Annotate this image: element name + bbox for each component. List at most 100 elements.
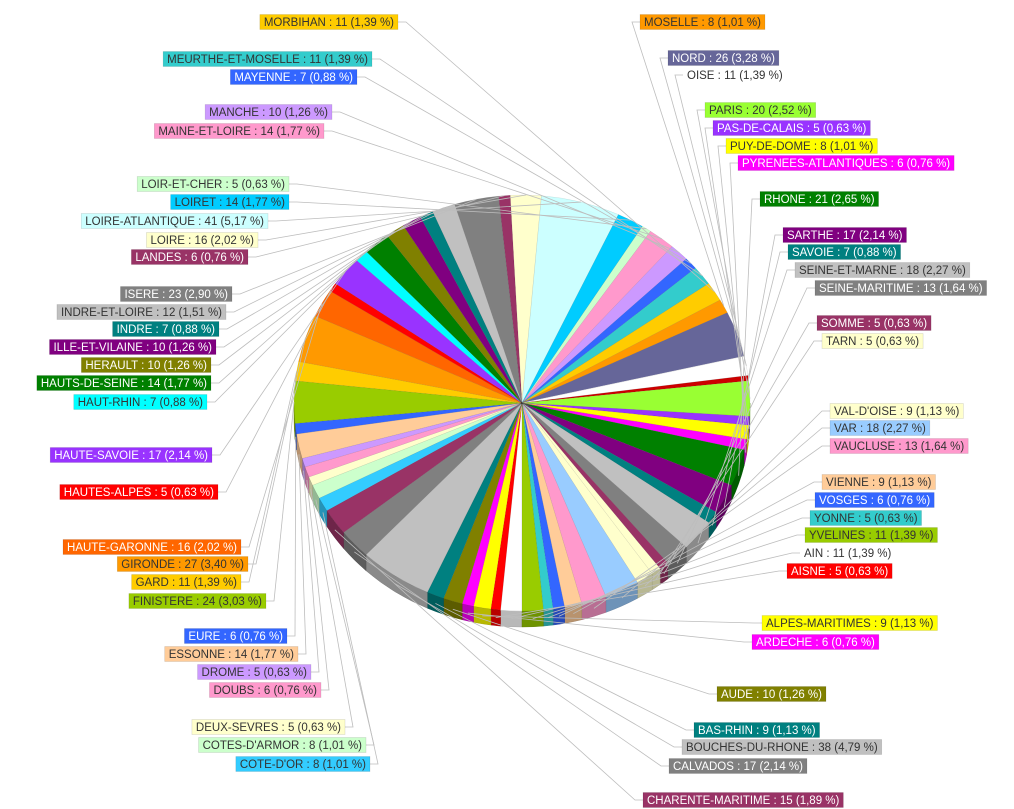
leader-line [322, 512, 379, 765]
leader-line [398, 21, 715, 292]
leader-line [216, 220, 412, 348]
slice-label-box [681, 739, 883, 755]
slice-label-box [164, 646, 299, 662]
slice-label-box [59, 484, 219, 500]
slice-label-box [667, 50, 780, 66]
slice-label: HAUTE-GARONNE : 16 (2,02 %) [67, 542, 237, 554]
slice-label: COTE-D'OR : 8 (1,01 %) [240, 759, 366, 771]
slice-label-box [259, 14, 399, 30]
slice-labels: AIN : 11 (1,39 %) AISNE : 5 (0,63 %) ALPES… [36, 14, 987, 808]
slice-label: AISNE : 5 (0,63 %) [791, 566, 888, 578]
slice-label-box [49, 339, 217, 355]
slice-label-box [198, 737, 367, 753]
slice-moselle [521, 299, 728, 404]
leader-line [723, 234, 783, 508]
slice-label-box [191, 719, 346, 735]
slice-label-box [81, 357, 212, 373]
slice-label: CHARENTE-MARITIME : 15 (1,89 %) [647, 795, 840, 807]
slice-label: GIRONDE : 27 (3,40 %) [121, 559, 244, 571]
slice-label: MOSELLE : 8 (1,01 %) [644, 17, 761, 29]
slice-label: ILLE-ET-VILAINE : 10 (1,26 %) [53, 342, 212, 354]
slice-label: MANCHE : 10 (1,26 %) [209, 107, 328, 119]
leader-line [207, 255, 362, 403]
slice-label-box [800, 545, 896, 561]
leader-lines [207, 21, 830, 801]
leader-line [467, 612, 752, 643]
leader-line [266, 402, 295, 602]
slice-label: DEUX-SEVRES : 5 (0,63 %) [196, 722, 341, 734]
slice-label-box [49, 447, 213, 463]
slice-label-box [804, 527, 938, 543]
slice-hautes-alpes [329, 283, 523, 404]
slice-label-box [642, 792, 844, 808]
leader-line [310, 489, 354, 728]
slice-label-box [716, 686, 827, 702]
slice-label-box [56, 304, 227, 320]
slice-label: TARN : 5 (0,63 %) [826, 336, 919, 348]
slice-label-box [146, 232, 259, 248]
leader-line [334, 529, 643, 801]
leader-line [593, 445, 830, 609]
leader-line [289, 201, 631, 221]
slice-label: MAINE-ET-LOIRE : 14 (1,77 %) [158, 126, 320, 138]
slice-label: OISE : 11 (1,39 %) [687, 70, 783, 82]
slice-cote-d'or [318, 402, 523, 511]
leader-line [704, 127, 750, 429]
slice-label: SEINE-ET-MARNE : 18 (2,27 %) [799, 265, 966, 277]
slice-label-box [197, 664, 312, 680]
leader-line [211, 229, 396, 366]
slice-label: ALPES-MARITIMES : 9 (1,13 %) [766, 618, 934, 630]
slice-aisne [490, 402, 523, 611]
leader-line [268, 201, 581, 222]
leader-line [712, 251, 788, 526]
leader-line [717, 145, 749, 441]
leader-line [315, 499, 375, 746]
slice-cotes-d'armor [312, 402, 523, 499]
slice-label: BAS-RHIN : 9 (1,13 %) [698, 725, 816, 737]
slice-label: DROME : 5 (0,63 %) [202, 667, 308, 679]
slice-label: MAYENNE : 7 (0,88 %) [234, 72, 353, 84]
slice-label-box [209, 682, 322, 698]
slice-label-box [184, 628, 288, 644]
slice-alpes-maritimes [473, 402, 523, 610]
leader-line [674, 74, 747, 366]
slice-maine-et-loire [521, 230, 673, 404]
leader-line [219, 213, 427, 330]
slice-label: CALVADOS : 17 (2,14 %) [673, 761, 803, 773]
slice-label-box [136, 176, 290, 192]
slice-label: RHONE : 21 (2,65 %) [764, 194, 875, 206]
slice-label-box [36, 375, 212, 391]
slice-label: VAL-D'OISE : 9 (1,13 %) [834, 406, 960, 418]
slice-label-box [128, 593, 267, 609]
slice-label-box [683, 67, 787, 83]
slice-label: FINISTERE : 24 (3,03 %) [133, 596, 262, 608]
slice-label-box [693, 722, 820, 738]
leader-line [663, 322, 817, 574]
leader-line [573, 481, 822, 615]
slice-seine-maritime [521, 402, 687, 564]
leader-line [324, 130, 662, 239]
slice-label-box [73, 394, 208, 410]
slice-label-box [112, 321, 220, 337]
slice-label: VAUCLUSE : 13 (1,64 %) [834, 441, 964, 453]
slice-label: VAR : 18 (2,27 %) [834, 423, 926, 435]
slice-charente-maritime [326, 402, 523, 533]
slice-eure [294, 402, 523, 435]
slice-label-box [787, 244, 901, 260]
leader-line [289, 183, 647, 230]
slice-label: DOUBS : 6 (0,76 %) [213, 685, 317, 697]
slice-label-box [814, 280, 987, 296]
leader-line [532, 534, 805, 620]
leader-line [241, 370, 298, 583]
slice-label: LANDES : 6 (0,76 %) [135, 252, 244, 264]
slice-label: LOIR-ET-CHER : 5 (0,63 %) [141, 179, 285, 191]
slice-morbihan [521, 283, 721, 404]
slice-drome [301, 402, 523, 468]
slice-label-box [725, 138, 878, 154]
slice-label-box [829, 420, 931, 436]
leader-line [226, 207, 444, 313]
slice-bas-rhin [427, 402, 523, 599]
slice-label: ARDECHE : 6 (0,76 %) [756, 637, 875, 649]
slice-ain [500, 402, 523, 612]
